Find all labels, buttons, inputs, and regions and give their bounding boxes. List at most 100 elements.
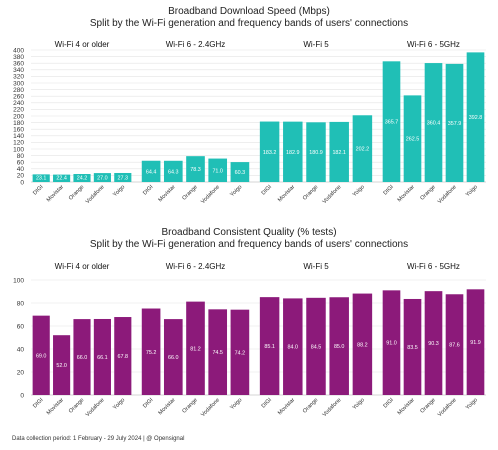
data-label: 83.5: [407, 345, 418, 351]
data-label: 84.5: [311, 344, 322, 350]
data-label: 85.1: [264, 344, 275, 350]
x-tick-label: Movistar: [158, 397, 177, 416]
y-tick-label: 120: [13, 140, 24, 147]
bar: [230, 309, 250, 395]
y-tick-label: 80: [17, 300, 25, 307]
bar: [32, 174, 50, 182]
bar: [283, 121, 303, 182]
chart-download-speed: Broadband Download Speed (Mbps)Split by …: [13, 6, 486, 205]
data-label: 392.8: [469, 115, 483, 121]
x-tick-label: Movistar: [397, 397, 416, 416]
bar: [53, 174, 71, 182]
x-tick-label: Vodafone: [322, 397, 343, 418]
data-label: 180.9: [309, 150, 323, 156]
y-tick-label: 60: [17, 160, 25, 167]
chart-consistent-quality: Broadband Consistent Quality (% tests)Sp…: [13, 227, 486, 418]
bar: [93, 318, 111, 395]
data-label: 360.4: [427, 121, 441, 127]
data-label: 52.0: [56, 363, 67, 369]
bar: [445, 294, 464, 395]
y-tick-label: 300: [13, 80, 24, 87]
x-tick-label: DIGI: [261, 184, 274, 197]
data-label: 90.3: [428, 341, 439, 347]
bar: [352, 115, 373, 182]
bar: [141, 308, 161, 395]
y-tick-label: 220: [13, 107, 24, 114]
x-tick-label: DIGI: [261, 397, 274, 410]
x-tick-label: Yoigo: [465, 397, 479, 411]
data-label: 60.3: [235, 170, 246, 176]
data-label: 87.6: [449, 343, 460, 349]
data-label: 84.0: [288, 345, 299, 351]
bar: [329, 297, 349, 395]
bar: [208, 309, 228, 395]
panel-title: Wi-Fi 6 - 2.4GHz: [166, 262, 226, 271]
bar: [163, 160, 183, 182]
data-label: 66.0: [168, 355, 179, 361]
panel-title: Wi-Fi 5: [303, 40, 329, 49]
bar: [53, 335, 71, 395]
y-tick-label: 60: [17, 323, 25, 330]
bar: [352, 293, 373, 395]
panel-title: Wi-Fi 6 - 5GHz: [407, 40, 460, 49]
x-tick-label: Yoigo: [112, 184, 126, 198]
x-tick-label: Yoigo: [112, 397, 126, 411]
bar: [73, 174, 91, 182]
bar: [445, 63, 464, 182]
data-label: 357.9: [448, 121, 462, 127]
bar: [93, 173, 111, 182]
data-label: 66.1: [97, 355, 108, 361]
data-label: 78.3: [190, 167, 201, 173]
panel-title: Wi-Fi 5: [303, 262, 329, 271]
bar: [306, 122, 326, 182]
bar: [32, 315, 50, 395]
x-tick-label: DIGI: [32, 397, 45, 410]
footer-note: Data collection period: 1 February - 29 …: [12, 436, 185, 442]
data-label: 27.3: [118, 176, 129, 182]
y-tick-label: 200: [13, 113, 24, 120]
chart-subtitle: Split by the Wi-Fi generation and freque…: [90, 18, 408, 29]
x-tick-label: Movistar: [46, 397, 65, 416]
y-tick-label: 0: [20, 392, 24, 399]
x-tick-label: Yoigo: [229, 397, 243, 411]
bar: [73, 319, 91, 395]
bar: [259, 297, 280, 395]
x-tick-label: Yoigo: [352, 397, 366, 411]
x-tick-label: Vodafone: [200, 184, 221, 205]
data-label: 182.1: [332, 150, 346, 156]
y-tick-label: 380: [13, 54, 24, 61]
x-tick-label: Orange: [181, 397, 198, 414]
x-tick-label: Yoigo: [465, 184, 479, 198]
data-label: 74.5: [212, 350, 223, 356]
y-tick-label: 40: [17, 346, 25, 353]
data-label: 67.8: [118, 354, 129, 360]
x-tick-label: Orange: [68, 184, 85, 201]
y-tick-label: 20: [17, 173, 25, 180]
bar: [382, 290, 401, 395]
bar: [329, 121, 349, 182]
y-tick-label: 100: [13, 146, 24, 153]
data-label: 66.0: [77, 355, 88, 361]
chart-subtitle: Split by the Wi-Fi generation and freque…: [90, 239, 408, 250]
bar: [283, 298, 303, 395]
x-tick-label: DIGI: [383, 184, 396, 197]
data-label: 183.2: [263, 150, 277, 156]
y-tick-label: 0: [20, 179, 24, 186]
x-tick-label: Orange: [302, 397, 319, 414]
x-tick-label: DIGI: [142, 397, 155, 410]
bar: [114, 172, 132, 182]
bar: [208, 158, 228, 182]
bar: [259, 121, 280, 182]
data-label: 88.2: [357, 342, 368, 348]
y-tick-label: 100: [13, 277, 24, 284]
y-tick-label: 140: [13, 133, 24, 140]
data-label: 91.0: [386, 341, 397, 347]
data-label: 91.9: [470, 340, 481, 346]
bar: [186, 156, 205, 182]
x-tick-label: Orange: [419, 184, 436, 201]
data-label: 74.2: [235, 350, 246, 356]
y-tick-label: 280: [13, 87, 24, 94]
chart-title: Broadband Consistent Quality (% tests): [161, 227, 336, 238]
x-tick-label: Orange: [181, 184, 198, 201]
